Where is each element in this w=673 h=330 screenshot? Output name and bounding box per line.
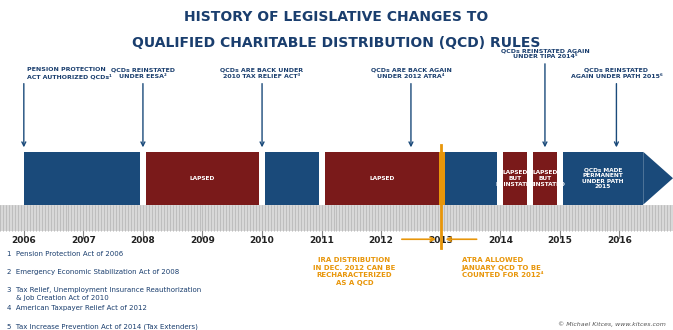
Text: LAPSED
BUT
REINSTATED: LAPSED BUT REINSTATED: [525, 170, 565, 186]
Text: 3  Tax Relief, Unemployment Insurance Reauthorization
    & Job Creation Act of : 3 Tax Relief, Unemployment Insurance Rea…: [7, 287, 201, 301]
Bar: [24, 152, 140, 205]
Text: 1  Pension Protection Act of 2006: 1 Pension Protection Act of 2006: [7, 251, 123, 257]
Text: HISTORY OF LEGISLATIVE CHANGES TO: HISTORY OF LEGISLATIVE CHANGES TO: [184, 10, 489, 24]
Text: QCDs REINSTATED
UNDER EESA²: QCDs REINSTATED UNDER EESA²: [111, 68, 175, 79]
Text: 2016: 2016: [607, 236, 632, 245]
Text: IRA DISTRIBUTION
IN DEC. 2012 CAN BE
RECHARACTERIZED
AS A QCD: IRA DISTRIBUTION IN DEC. 2012 CAN BE REC…: [313, 257, 396, 286]
Bar: [265, 152, 318, 205]
Text: QCDs ARE BACK AGAIN
UNDER 2012 ATRA⁴: QCDs ARE BACK AGAIN UNDER 2012 ATRA⁴: [371, 68, 452, 79]
Text: QCDs ARE BACK UNDER
2010 TAX RELIEF ACT³: QCDs ARE BACK UNDER 2010 TAX RELIEF ACT³: [221, 68, 304, 79]
Text: 2013: 2013: [428, 236, 453, 245]
Text: 2011: 2011: [309, 236, 334, 245]
Bar: [0, 205, 673, 231]
Text: 2006: 2006: [11, 236, 36, 245]
Text: 2009: 2009: [190, 236, 215, 245]
Text: LAPSED
BUT
REINSTATED: LAPSED BUT REINSTATED: [495, 170, 535, 186]
Text: 2007: 2007: [71, 236, 96, 245]
Text: ATRA ALLOWED
JANUARY QCD TO BE
COUNTED FOR 2012⁴: ATRA ALLOWED JANUARY QCD TO BE COUNTED F…: [462, 257, 543, 279]
Bar: [503, 152, 527, 205]
Text: 2010: 2010: [250, 236, 275, 245]
Text: 2015: 2015: [547, 236, 572, 245]
Bar: [439, 152, 446, 205]
Text: LAPSED: LAPSED: [190, 176, 215, 181]
Text: QUALIFIED CHARITABLE DISTRIBUTION (QCD) RULES: QUALIFIED CHARITABLE DISTRIBUTION (QCD) …: [133, 36, 540, 50]
Text: QCDs MADE
PERMANENT
UNDER PATH
2015: QCDs MADE PERMANENT UNDER PATH 2015: [582, 167, 624, 189]
Text: 5  Tax Increase Prevention Act of 2014 (Tax Extenders): 5 Tax Increase Prevention Act of 2014 (T…: [7, 323, 198, 330]
Polygon shape: [643, 152, 673, 205]
Bar: [324, 152, 439, 205]
Bar: [446, 152, 497, 205]
Bar: [146, 152, 259, 205]
Text: 2012: 2012: [369, 236, 394, 245]
Text: QCDs REINSTATED AGAIN
UNDER TIPA 2014⁵: QCDs REINSTATED AGAIN UNDER TIPA 2014⁵: [501, 48, 590, 59]
Text: 2  Emergency Economic Stabilization Act of 2008: 2 Emergency Economic Stabilization Act o…: [7, 269, 179, 275]
Text: 4  American Taxpayer Relief Act of 2012: 4 American Taxpayer Relief Act of 2012: [7, 305, 147, 311]
Text: 2008: 2008: [131, 236, 155, 245]
Bar: [533, 152, 557, 205]
Text: QCDs REINSTATED
AGAIN UNDER PATH 2015⁶: QCDs REINSTATED AGAIN UNDER PATH 2015⁶: [571, 68, 662, 79]
Text: PENSION PROTECTION
ACT AUTHORIZED QCDs¹: PENSION PROTECTION ACT AUTHORIZED QCDs¹: [27, 67, 112, 79]
Text: 2014: 2014: [488, 236, 513, 245]
Text: LAPSED: LAPSED: [369, 176, 394, 181]
Bar: [563, 152, 643, 205]
Text: © Michael Kitces, www.kitces.com: © Michael Kitces, www.kitces.com: [559, 321, 666, 327]
